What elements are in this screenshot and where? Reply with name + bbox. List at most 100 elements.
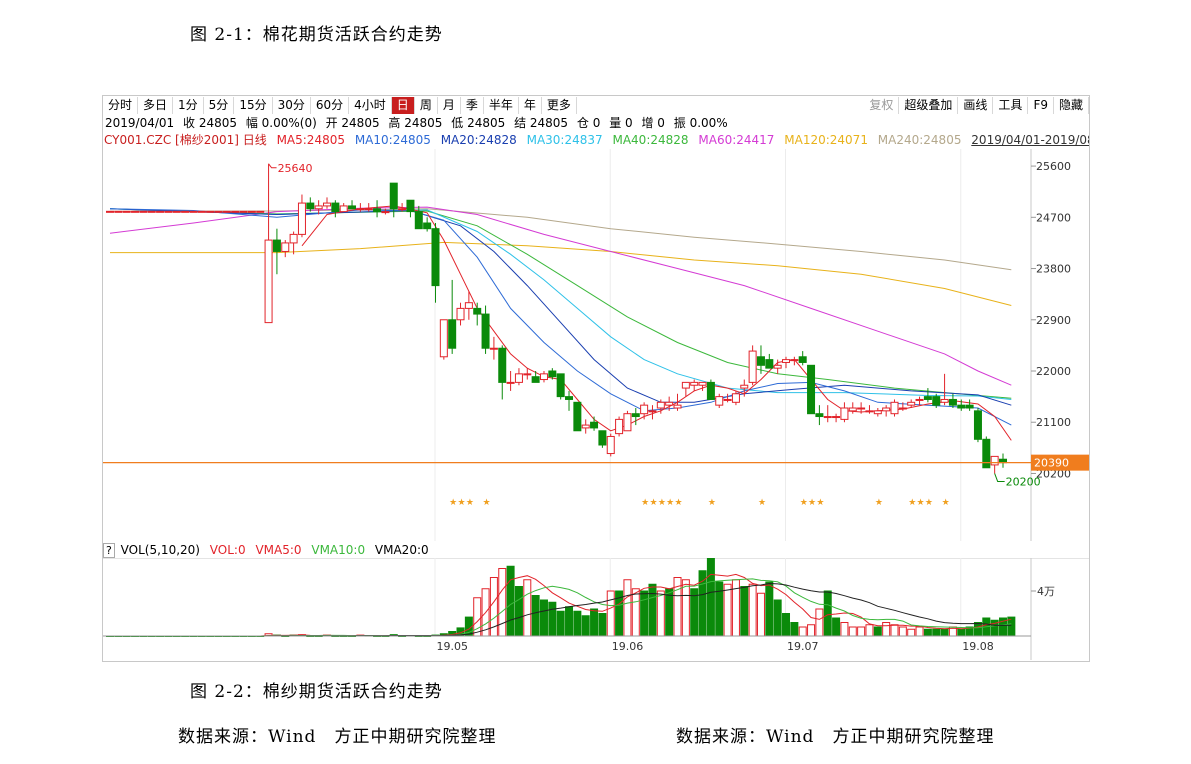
signal-star: ★ [816, 498, 824, 508]
volume-bar [782, 613, 791, 637]
min-label: 20200 [1006, 475, 1041, 488]
candlestick-chart[interactable]: 2560024700238002290022000211002020020390… [103, 149, 1089, 541]
x-tick-label: 19.08 [962, 640, 994, 653]
date-range-selector[interactable]: 2019/04/01-2019/08... [971, 133, 1089, 147]
candle-body [356, 208, 365, 211]
signal-star: ★ [708, 498, 716, 508]
candle-body [247, 210, 256, 213]
info-date: 2019/04/01 [105, 116, 175, 130]
y-tick-label: 23800 [1036, 263, 1071, 276]
volume-bar [498, 568, 507, 637]
candle-body [706, 381, 715, 400]
vma5-value: VMA5:0 [255, 543, 302, 557]
toolbar-right-item-5[interactable]: 隐藏 [1054, 97, 1089, 114]
toolbar-item-5[interactable]: 30分 [273, 97, 311, 114]
volume-bar [539, 599, 548, 637]
signal-star: ★ [917, 498, 925, 508]
toolbar-right-item-4[interactable]: F9 [1028, 97, 1054, 114]
volume-bar [932, 628, 941, 637]
toolbar-item-9[interactable]: 周 [415, 97, 438, 114]
max-pointer [268, 163, 277, 169]
figure-caption-2: 图 2-2：棉纱期货活跃合约走势 [190, 682, 443, 702]
volume-bar [832, 617, 841, 637]
volume-bar [898, 626, 907, 637]
ma10-label: MA10:24805 [354, 133, 431, 147]
candle-body [565, 396, 574, 400]
candle-body [539, 373, 548, 381]
candle-body [181, 210, 190, 213]
x-tick-label: 19.05 [436, 640, 468, 653]
candle-body [348, 205, 357, 210]
candle-body [389, 182, 398, 210]
signal-star: ★ [942, 498, 950, 508]
y-tick-label: 24700 [1036, 211, 1071, 224]
volume-bar [556, 610, 565, 637]
toolbar-right-item-3[interactable]: 工具 [993, 97, 1029, 114]
toolbar-item-10[interactable]: 月 [438, 97, 461, 114]
candle-body [256, 210, 265, 213]
toolbar-right-item-2[interactable]: 画线 [958, 97, 994, 114]
candle-body [898, 407, 907, 410]
candle-body [189, 210, 198, 213]
info-change: 幅 0.00%(0) [245, 116, 317, 130]
candle-body [131, 210, 140, 213]
volume-bar [506, 565, 515, 637]
candle-body [239, 210, 248, 213]
volume-bar [681, 579, 690, 637]
toolbar-item-3[interactable]: 5分 [204, 97, 235, 114]
toolbar-item-11[interactable]: 季 [461, 97, 484, 114]
candle-body [840, 407, 849, 420]
candle-body [414, 211, 423, 230]
candle-body [489, 347, 498, 350]
ma30-line [109, 208, 1012, 400]
candle-body [272, 239, 281, 252]
volume-bar [823, 590, 832, 637]
signal-star: ★ [808, 498, 816, 508]
toolbar-right-item-0[interactable]: 复权 [864, 97, 900, 114]
candle-body [948, 398, 957, 406]
candle-body [640, 404, 649, 415]
toolbar-item-0[interactable]: 分时 [103, 97, 139, 114]
toolbar-item-6[interactable]: 60分 [311, 97, 350, 114]
toolbar-right-item-1[interactable]: 超级叠加 [899, 97, 959, 114]
candle-body [756, 356, 765, 366]
volume-bar [606, 590, 615, 637]
volume-legend: ? VOL(5,10,20) VOL:0 VMA5:0 VMA10:0 VMA2… [103, 542, 435, 558]
toolbar-item-12[interactable]: 半年 [484, 97, 519, 114]
candle-body [973, 410, 982, 440]
volume-bar [848, 626, 857, 637]
toolbar-item-8[interactable]: 日 [391, 97, 415, 114]
volume-bar [706, 558, 715, 637]
source-note-right: 数据来源：Wind 方正中期研究院整理 [676, 727, 995, 747]
candle-body [882, 407, 891, 412]
volume-bar [656, 590, 665, 637]
signal-star: ★ [875, 498, 883, 508]
toolbar-item-1[interactable]: 多日 [138, 97, 174, 114]
toolbar-item-4[interactable]: 15分 [234, 97, 273, 114]
volume-chart[interactable]: 4万 19.05 19.06 19.07 19.08 [103, 558, 1089, 660]
volume-bar [740, 586, 749, 637]
signal-star: ★ [641, 498, 649, 508]
candle-body [865, 410, 874, 413]
candle-body [456, 307, 465, 321]
volume-bar [715, 581, 724, 637]
toolbar-item-2[interactable]: 1分 [173, 97, 204, 114]
candle-body [690, 381, 699, 386]
volume-bar [514, 586, 523, 637]
last-price-label: 20390 [1034, 457, 1069, 470]
source-note-left: 数据来源：Wind 方正中期研究院整理 [178, 727, 497, 747]
volume-bar [773, 599, 782, 637]
help-icon[interactable]: ? [103, 543, 115, 558]
candle-body [331, 202, 340, 213]
candle-body [289, 233, 298, 244]
candle-body [322, 202, 331, 207]
candle-body [448, 319, 457, 349]
signal-star: ★ [483, 498, 491, 508]
toolbar-item-13[interactable]: 年 [519, 97, 542, 114]
candle-body [740, 384, 749, 389]
toolbar-item-7[interactable]: 4小时 [349, 97, 392, 114]
volume-bar [923, 628, 932, 637]
info-close: 收 24805 [183, 116, 237, 130]
toolbar-item-14[interactable]: 更多 [542, 97, 577, 114]
ma-legend-row: CY001.CZC [棉纱2001] 日线 MA5:24805 MA10:248… [103, 132, 1089, 148]
